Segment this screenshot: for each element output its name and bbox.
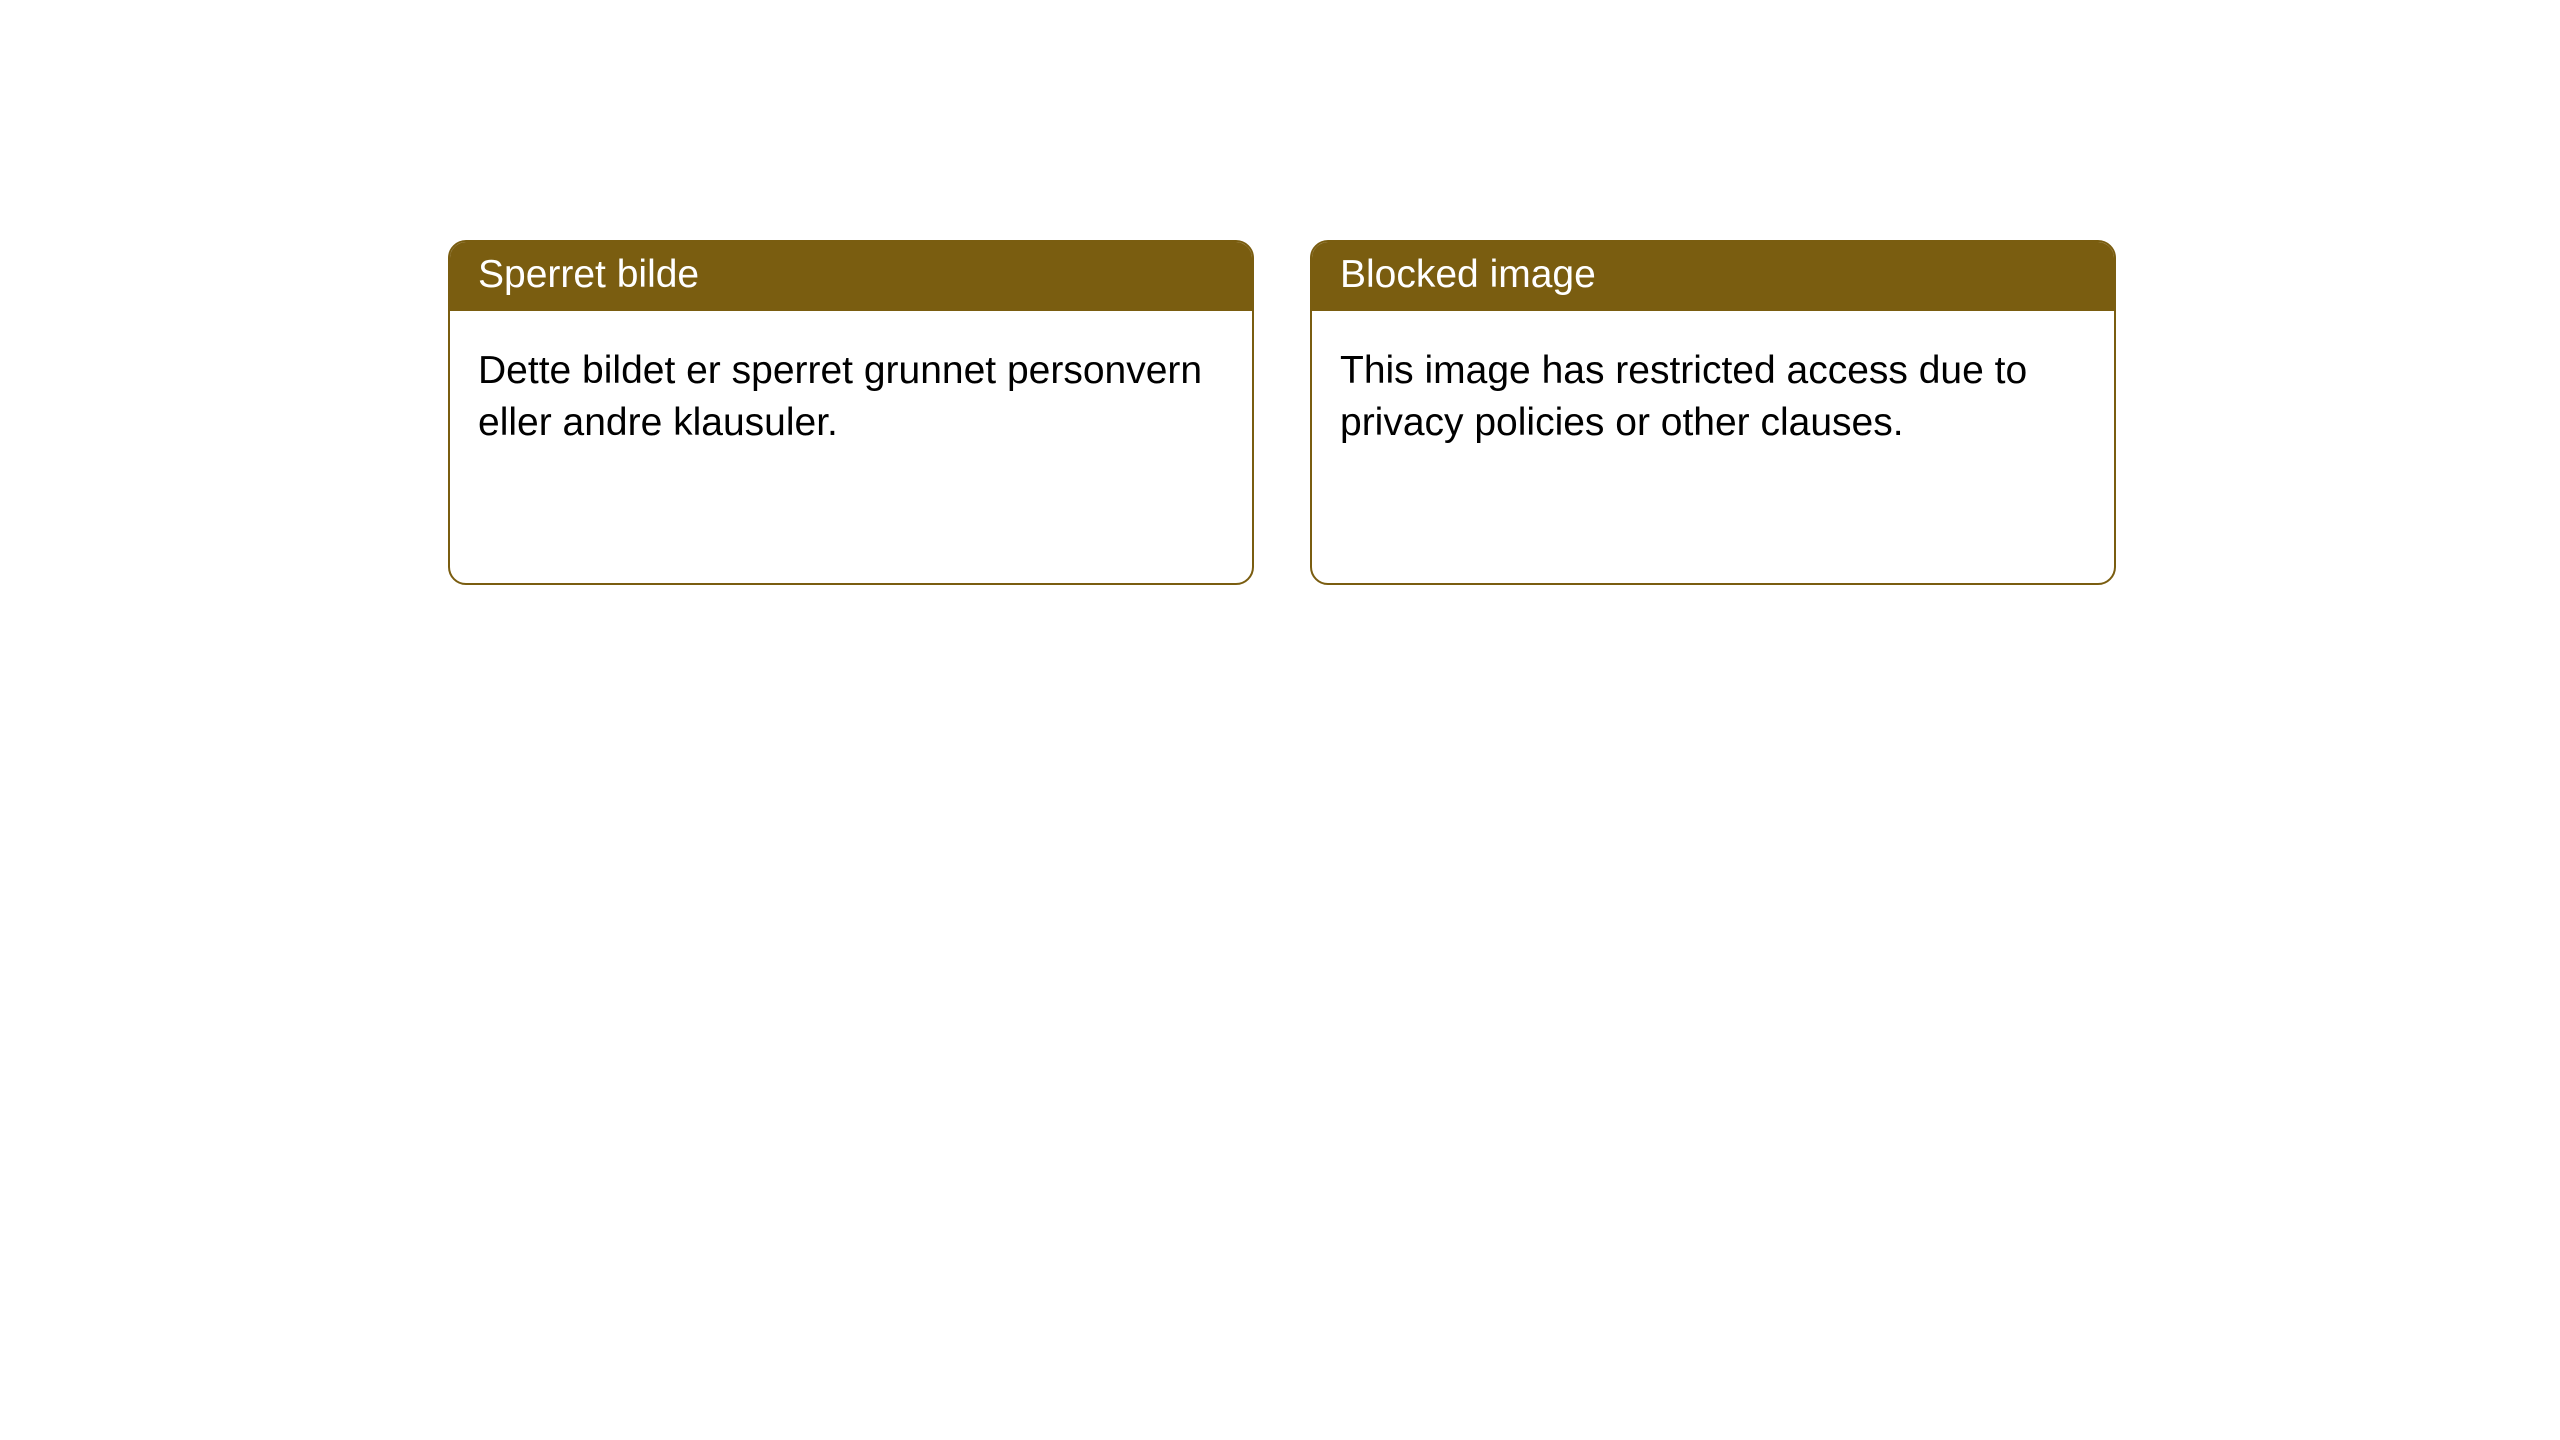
card-title: Blocked image [1340, 253, 1596, 296]
blocked-image-card-no: Sperret bilde Dette bildet er sperret gr… [448, 240, 1254, 585]
card-header: Sperret bilde [450, 242, 1252, 311]
card-body: This image has restricted access due to … [1312, 311, 2114, 583]
card-message: Dette bildet er sperret grunnet personve… [478, 345, 1224, 450]
blocked-image-card-en: Blocked image This image has restricted … [1310, 240, 2116, 585]
card-body: Dette bildet er sperret grunnet personve… [450, 311, 1252, 583]
notice-card-row: Sperret bilde Dette bildet er sperret gr… [0, 0, 2560, 585]
card-title: Sperret bilde [478, 253, 699, 296]
card-message: This image has restricted access due to … [1340, 345, 2086, 450]
card-header: Blocked image [1312, 242, 2114, 311]
